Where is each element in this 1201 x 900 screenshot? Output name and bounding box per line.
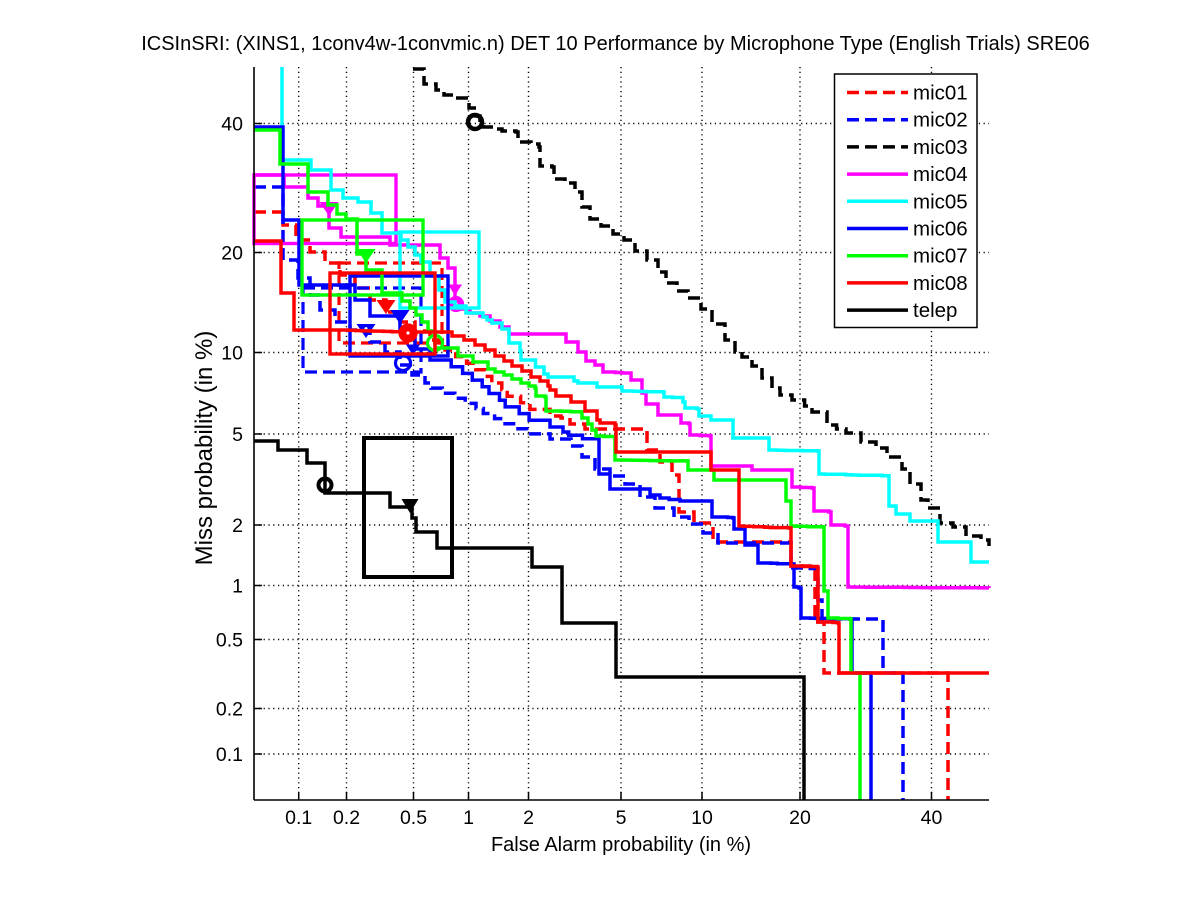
svg-text:Miss probability (in %): Miss probability (in %)	[191, 331, 218, 566]
svg-text:20: 20	[789, 807, 811, 829]
svg-text:40: 40	[221, 114, 243, 136]
svg-text:2: 2	[523, 807, 534, 829]
svg-text:ICSInSRI: (XINS1, 1conv4w-1con: ICSInSRI: (XINS1, 1conv4w-1convmic.n) DE…	[141, 33, 1090, 55]
svg-text:mic01: mic01	[913, 82, 968, 105]
svg-text:1: 1	[463, 807, 474, 829]
svg-text:False Alarm probability (in %): False Alarm probability (in %)	[491, 834, 751, 856]
svg-text:10: 10	[221, 343, 243, 365]
svg-text:mic04: mic04	[913, 163, 968, 186]
svg-text:0.2: 0.2	[333, 807, 360, 829]
svg-text:5: 5	[232, 424, 243, 446]
svg-text:1: 1	[232, 576, 243, 598]
svg-text:0.5: 0.5	[216, 630, 243, 652]
svg-text:0.2: 0.2	[216, 699, 243, 721]
svg-text:0.1: 0.1	[285, 807, 312, 829]
svg-text:0.1: 0.1	[216, 744, 243, 766]
svg-text:2: 2	[232, 515, 243, 537]
svg-text:mic05: mic05	[913, 190, 968, 213]
svg-text:40: 40	[921, 807, 943, 829]
svg-text:20: 20	[221, 243, 243, 265]
svg-text:5: 5	[616, 807, 627, 829]
svg-text:mic06: mic06	[913, 218, 968, 241]
svg-text:10: 10	[691, 807, 713, 829]
svg-text:mic08: mic08	[913, 272, 968, 295]
svg-text:mic02: mic02	[913, 109, 968, 132]
svg-text:telep: telep	[913, 299, 957, 322]
svg-text:mic03: mic03	[913, 136, 968, 159]
svg-text:0.5: 0.5	[400, 807, 427, 829]
svg-text:mic07: mic07	[913, 245, 968, 268]
